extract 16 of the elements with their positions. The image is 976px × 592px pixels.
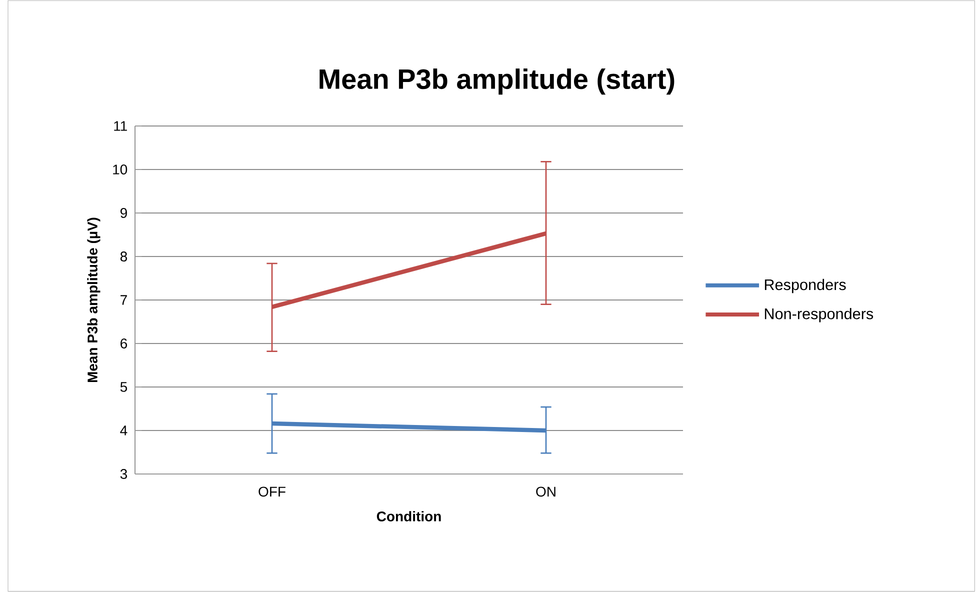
x-tick-label: ON — [536, 486, 556, 497]
y-tick-label: 10 — [113, 164, 128, 174]
legend-label: Responders — [764, 278, 846, 294]
chart-title: Mean P3b amplitude (start) — [320, 68, 674, 95]
y-tick-label: 3 — [120, 469, 128, 479]
y-axis-title: Mean P3b amplitude (µV) — [87, 218, 100, 382]
x-tick-label: OFF — [258, 486, 286, 497]
y-tick-label: 9 — [120, 208, 127, 218]
y-tick-label: 11 — [114, 121, 127, 131]
x-axis-title: Condition — [376, 511, 441, 522]
y-tick-label: 4 — [120, 426, 128, 436]
legend-label: Non-responders — [764, 308, 874, 322]
y-tick-label: 5 — [120, 382, 128, 392]
y-tick-label: 8 — [120, 252, 128, 262]
y-tick-label: 7 — [120, 295, 127, 305]
y-tick-label: 6 — [120, 338, 128, 348]
